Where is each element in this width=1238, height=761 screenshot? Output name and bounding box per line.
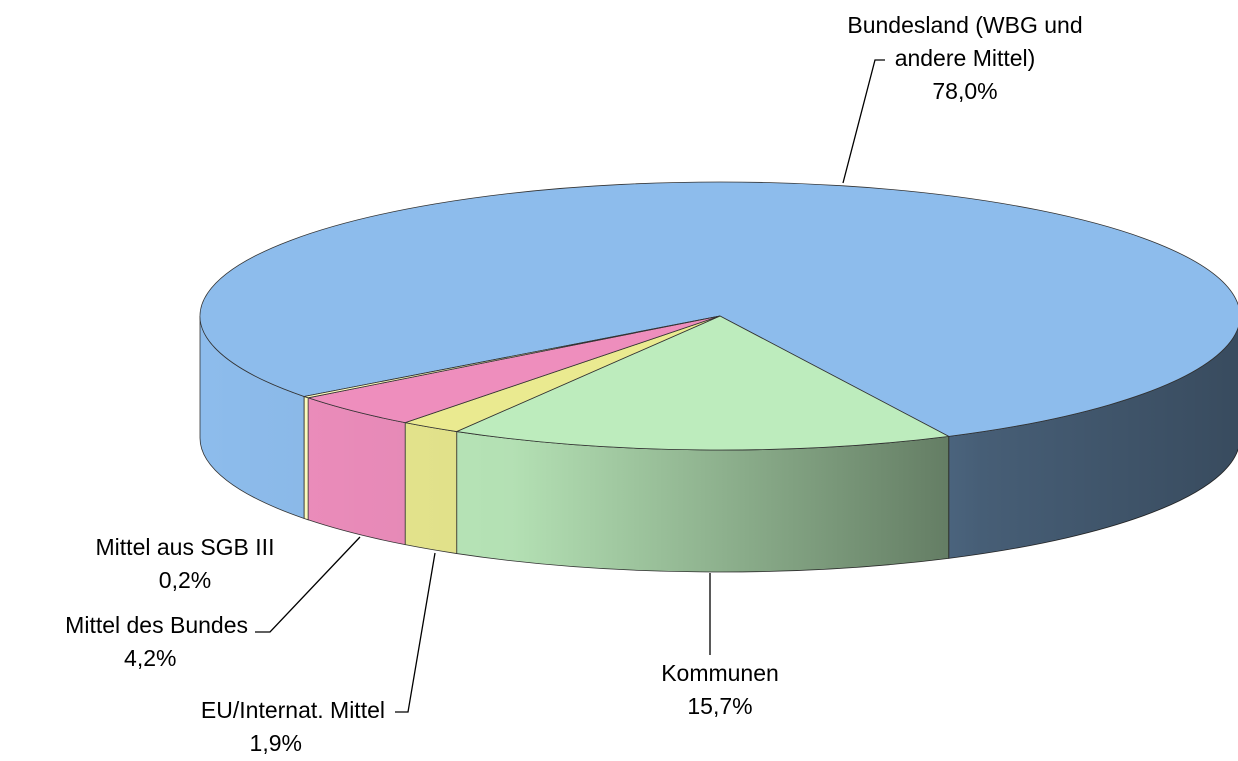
slice-side-shade xyxy=(304,396,309,520)
slice xyxy=(455,315,951,451)
value-label: 0,2% xyxy=(159,567,211,593)
slice-label-line: EU/Internat. Mittel xyxy=(201,697,385,723)
value-label: 15,7% xyxy=(687,693,752,719)
slice-label: Bundesland (WBG und andere Mittel) xyxy=(847,12,1082,71)
slice xyxy=(199,181,1238,437)
slice-label: Mittel aus SGB III xyxy=(96,534,275,560)
slice-side-shade xyxy=(456,431,949,572)
slice-label-line: Mittel des Bundes xyxy=(65,612,248,638)
slice-side-shade xyxy=(308,397,406,545)
slice xyxy=(302,315,721,399)
slice-label: Kommunen xyxy=(661,660,779,686)
slice-side-shade xyxy=(200,316,305,519)
labels: Bundesland (WBG und andere Mittel) 78,0% Ko… xyxy=(65,12,1082,756)
value-label: 1,9% xyxy=(250,730,302,756)
value-label: 78,0% xyxy=(932,78,997,104)
slice-label: EU/Internat. Mittel xyxy=(201,697,385,723)
slice-side-shade xyxy=(405,422,457,554)
slice-label-line: Kommunen xyxy=(661,660,779,686)
leader-line xyxy=(842,59,885,184)
leader-line xyxy=(255,536,361,633)
slice-label: Mittel des Bundes xyxy=(65,612,248,638)
pie-tops xyxy=(199,181,1238,451)
slice-label-line: Bundesland (WBG und xyxy=(847,12,1082,38)
slice-label-line: Mittel aus SGB III xyxy=(96,534,275,560)
value-label: 4,2% xyxy=(124,645,176,671)
slice-label-line: andere Mittel) xyxy=(895,45,1036,71)
leader-line xyxy=(395,552,436,713)
